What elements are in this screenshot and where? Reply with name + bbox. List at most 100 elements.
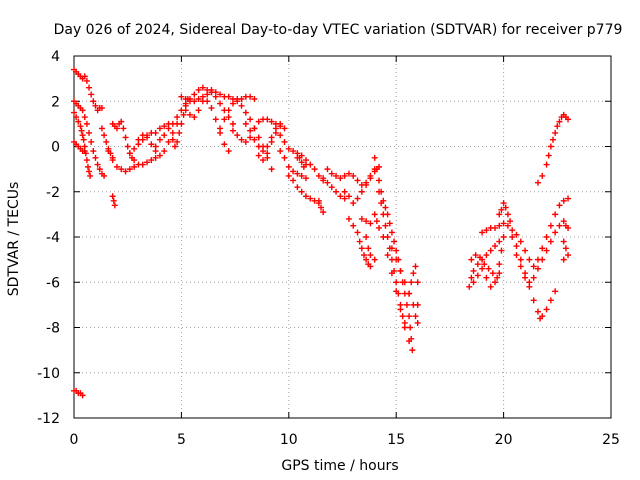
data-point	[208, 105, 215, 112]
data-point	[156, 136, 163, 143]
data-point	[199, 98, 206, 105]
data-point	[131, 163, 138, 170]
data-point	[290, 148, 297, 155]
data-point	[483, 274, 490, 281]
data-point	[87, 172, 94, 179]
data-point	[328, 170, 335, 177]
y-tick-label: -8	[46, 321, 60, 337]
data-point	[397, 267, 404, 274]
data-point	[543, 234, 550, 240]
data-point	[509, 227, 516, 234]
data-point	[105, 148, 112, 155]
data-point	[401, 279, 408, 286]
data-point	[470, 267, 477, 274]
data-point	[530, 274, 537, 281]
data-point	[234, 98, 241, 105]
data-point	[148, 157, 155, 164]
data-point	[174, 114, 181, 121]
data-point	[124, 143, 131, 150]
data-point	[111, 202, 118, 209]
data-point	[83, 157, 90, 164]
data-point	[161, 123, 168, 130]
data-point	[406, 290, 413, 297]
data-point	[406, 313, 413, 320]
data-point	[565, 195, 572, 202]
data-point	[118, 118, 125, 125]
data-point	[79, 392, 86, 399]
data-point	[247, 116, 254, 123]
data-point	[120, 125, 127, 132]
data-point	[397, 306, 404, 313]
data-point	[311, 166, 318, 173]
data-point	[565, 116, 572, 123]
data-point	[371, 211, 378, 218]
data-point	[182, 95, 189, 102]
data-point	[363, 256, 370, 263]
data-point	[378, 200, 385, 207]
data-point	[234, 132, 241, 139]
data-point	[113, 125, 120, 132]
data-point	[483, 227, 490, 234]
data-point	[165, 138, 172, 145]
data-point	[144, 134, 151, 141]
data-point	[126, 166, 133, 173]
data-point	[208, 86, 215, 93]
data-point	[212, 116, 219, 123]
data-point	[195, 86, 202, 93]
data-point	[350, 200, 357, 207]
data-point	[298, 188, 305, 195]
y-tick-label: 0	[51, 140, 60, 156]
data-point	[554, 123, 561, 130]
data-point	[251, 136, 258, 143]
data-point	[212, 89, 219, 96]
data-point	[195, 95, 202, 102]
data-point	[318, 204, 325, 211]
data-point	[294, 154, 301, 161]
data-point	[92, 154, 99, 161]
data-point	[388, 270, 395, 277]
data-point	[489, 270, 496, 277]
data-point	[350, 222, 357, 229]
data-point	[152, 154, 159, 161]
data-point	[156, 125, 163, 132]
data-point	[530, 297, 537, 304]
data-point	[242, 109, 249, 116]
data-point	[324, 179, 331, 186]
data-point	[358, 245, 365, 252]
data-point	[144, 159, 151, 166]
data-point	[468, 274, 475, 281]
data-point	[169, 129, 176, 136]
data-point	[547, 222, 554, 229]
data-point	[290, 168, 297, 175]
data-point	[217, 91, 224, 98]
data-point	[552, 211, 559, 218]
y-tick-label: -10	[37, 366, 60, 382]
data-point	[412, 263, 419, 270]
data-point	[264, 143, 271, 150]
data-point	[174, 138, 181, 145]
data-point	[552, 229, 559, 236]
data-point	[414, 319, 421, 326]
data-point	[373, 218, 380, 225]
data-point	[148, 141, 155, 148]
data-point	[371, 154, 378, 161]
grid-lines	[74, 56, 611, 418]
data-point	[255, 152, 262, 159]
data-point	[217, 100, 224, 107]
data-point	[500, 234, 507, 240]
data-point	[376, 188, 383, 195]
data-point	[302, 157, 309, 164]
data-point	[307, 195, 314, 202]
data-point	[337, 193, 344, 200]
data-point	[255, 118, 262, 125]
data-point	[393, 288, 400, 295]
data-point	[78, 127, 85, 134]
data-point	[507, 218, 514, 225]
data-point	[371, 256, 378, 263]
data-point	[556, 202, 563, 209]
data-point	[552, 288, 559, 295]
data-point	[406, 338, 413, 345]
data-point	[161, 132, 168, 139]
data-point	[487, 247, 494, 254]
data-point	[328, 184, 335, 191]
